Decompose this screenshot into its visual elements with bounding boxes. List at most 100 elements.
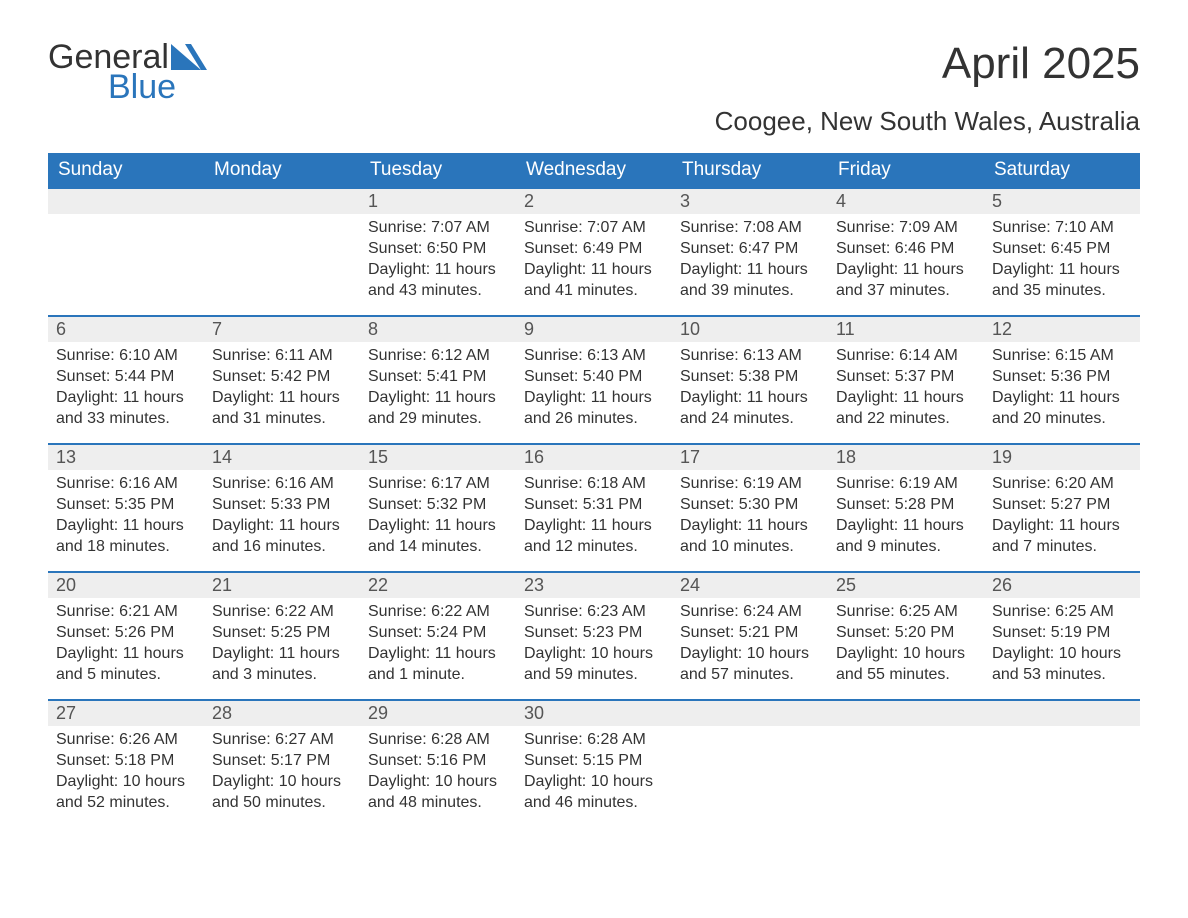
day-number: 2 bbox=[516, 189, 672, 214]
day-number: 30 bbox=[516, 701, 672, 726]
calendar-cell: 10Sunrise: 6:13 AMSunset: 5:38 PMDayligh… bbox=[672, 316, 828, 444]
day-number: 19 bbox=[984, 445, 1140, 470]
day-daylight: Daylight: 11 hours and 43 minutes. bbox=[368, 260, 508, 302]
day-number: 20 bbox=[48, 573, 204, 598]
calendar-cell bbox=[984, 700, 1140, 828]
day-body: Sunrise: 6:14 AMSunset: 5:37 PMDaylight:… bbox=[828, 342, 984, 437]
day-body: Sunrise: 7:10 AMSunset: 6:45 PMDaylight:… bbox=[984, 214, 1140, 309]
day-daylight: Daylight: 10 hours and 50 minutes. bbox=[212, 772, 352, 814]
calendar-cell: 27Sunrise: 6:26 AMSunset: 5:18 PMDayligh… bbox=[48, 700, 204, 828]
day-sunrise: Sunrise: 6:18 AM bbox=[524, 474, 664, 495]
day-number: 12 bbox=[984, 317, 1140, 342]
header: General Blue April 2025 Coogee, New Sout… bbox=[48, 40, 1140, 147]
day-sunrise: Sunrise: 6:19 AM bbox=[836, 474, 976, 495]
day-sunrise: Sunrise: 6:27 AM bbox=[212, 730, 352, 751]
calendar-cell: 7Sunrise: 6:11 AMSunset: 5:42 PMDaylight… bbox=[204, 316, 360, 444]
day-sunrise: Sunrise: 6:13 AM bbox=[680, 346, 820, 367]
calendar-cell: 21Sunrise: 6:22 AMSunset: 5:25 PMDayligh… bbox=[204, 572, 360, 700]
day-daylight: Daylight: 11 hours and 24 minutes. bbox=[680, 388, 820, 430]
day-number: 8 bbox=[360, 317, 516, 342]
day-number: 1 bbox=[360, 189, 516, 214]
day-number-empty bbox=[204, 189, 360, 214]
day-number: 14 bbox=[204, 445, 360, 470]
day-sunrise: Sunrise: 7:10 AM bbox=[992, 218, 1132, 239]
day-number: 17 bbox=[672, 445, 828, 470]
day-daylight: Daylight: 10 hours and 53 minutes. bbox=[992, 644, 1132, 686]
day-daylight: Daylight: 11 hours and 9 minutes. bbox=[836, 516, 976, 558]
calendar-week-row: 6Sunrise: 6:10 AMSunset: 5:44 PMDaylight… bbox=[48, 316, 1140, 444]
day-sunset: Sunset: 6:45 PM bbox=[992, 239, 1132, 260]
day-body: Sunrise: 7:07 AMSunset: 6:50 PMDaylight:… bbox=[360, 214, 516, 309]
day-daylight: Daylight: 10 hours and 55 minutes. bbox=[836, 644, 976, 686]
calendar-cell: 19Sunrise: 6:20 AMSunset: 5:27 PMDayligh… bbox=[984, 444, 1140, 572]
day-daylight: Daylight: 11 hours and 10 minutes. bbox=[680, 516, 820, 558]
day-sunset: Sunset: 5:19 PM bbox=[992, 623, 1132, 644]
calendar-header: SundayMondayTuesdayWednesdayThursdayFrid… bbox=[48, 153, 1140, 188]
day-sunrise: Sunrise: 6:14 AM bbox=[836, 346, 976, 367]
calendar-cell: 23Sunrise: 6:23 AMSunset: 5:23 PMDayligh… bbox=[516, 572, 672, 700]
day-number: 13 bbox=[48, 445, 204, 470]
day-number-empty bbox=[672, 701, 828, 726]
day-body: Sunrise: 7:09 AMSunset: 6:46 PMDaylight:… bbox=[828, 214, 984, 309]
day-sunset: Sunset: 5:15 PM bbox=[524, 751, 664, 772]
day-sunrise: Sunrise: 7:08 AM bbox=[680, 218, 820, 239]
day-body: Sunrise: 7:07 AMSunset: 6:49 PMDaylight:… bbox=[516, 214, 672, 309]
day-sunrise: Sunrise: 6:23 AM bbox=[524, 602, 664, 623]
day-sunrise: Sunrise: 6:26 AM bbox=[56, 730, 196, 751]
day-daylight: Daylight: 11 hours and 1 minute. bbox=[368, 644, 508, 686]
day-sunset: Sunset: 5:41 PM bbox=[368, 367, 508, 388]
day-daylight: Daylight: 10 hours and 46 minutes. bbox=[524, 772, 664, 814]
day-sunrise: Sunrise: 6:19 AM bbox=[680, 474, 820, 495]
day-sunset: Sunset: 5:30 PM bbox=[680, 495, 820, 516]
day-body: Sunrise: 6:21 AMSunset: 5:26 PMDaylight:… bbox=[48, 598, 204, 693]
day-body: Sunrise: 6:19 AMSunset: 5:30 PMDaylight:… bbox=[672, 470, 828, 565]
day-body: Sunrise: 6:24 AMSunset: 5:21 PMDaylight:… bbox=[672, 598, 828, 693]
day-number-empty bbox=[48, 189, 204, 214]
day-daylight: Daylight: 11 hours and 14 minutes. bbox=[368, 516, 508, 558]
day-daylight: Daylight: 11 hours and 37 minutes. bbox=[836, 260, 976, 302]
day-sunset: Sunset: 5:38 PM bbox=[680, 367, 820, 388]
location-title: Coogee, New South Wales, Australia bbox=[715, 106, 1140, 137]
brand-logo: General Blue bbox=[48, 40, 207, 104]
day-daylight: Daylight: 10 hours and 57 minutes. bbox=[680, 644, 820, 686]
day-daylight: Daylight: 11 hours and 5 minutes. bbox=[56, 644, 196, 686]
day-body: Sunrise: 6:25 AMSunset: 5:20 PMDaylight:… bbox=[828, 598, 984, 693]
day-daylight: Daylight: 11 hours and 39 minutes. bbox=[680, 260, 820, 302]
day-sunset: Sunset: 6:50 PM bbox=[368, 239, 508, 260]
day-daylight: Daylight: 10 hours and 59 minutes. bbox=[524, 644, 664, 686]
calendar-cell: 5Sunrise: 7:10 AMSunset: 6:45 PMDaylight… bbox=[984, 188, 1140, 316]
day-sunrise: Sunrise: 6:21 AM bbox=[56, 602, 196, 623]
calendar-cell: 12Sunrise: 6:15 AMSunset: 5:36 PMDayligh… bbox=[984, 316, 1140, 444]
day-daylight: Daylight: 11 hours and 29 minutes. bbox=[368, 388, 508, 430]
day-body: Sunrise: 6:13 AMSunset: 5:38 PMDaylight:… bbox=[672, 342, 828, 437]
day-sunrise: Sunrise: 6:16 AM bbox=[212, 474, 352, 495]
calendar-cell: 16Sunrise: 6:18 AMSunset: 5:31 PMDayligh… bbox=[516, 444, 672, 572]
calendar-cell: 30 Sunrise: 6:28 AMSunset: 5:15 PMDayligh… bbox=[516, 700, 672, 828]
day-daylight: Daylight: 11 hours and 31 minutes. bbox=[212, 388, 352, 430]
month-title: April 2025 bbox=[715, 40, 1140, 88]
day-number: 6 bbox=[48, 317, 204, 342]
calendar-cell: 17Sunrise: 6:19 AMSunset: 5:30 PMDayligh… bbox=[672, 444, 828, 572]
day-sunset: Sunset: 5:35 PM bbox=[56, 495, 196, 516]
day-sunset: Sunset: 5:26 PM bbox=[56, 623, 196, 644]
calendar-cell bbox=[828, 700, 984, 828]
day-body: Sunrise: 6:16 AMSunset: 5:35 PMDaylight:… bbox=[48, 470, 204, 565]
day-sunset: Sunset: 5:32 PM bbox=[368, 495, 508, 516]
weekday-header: Wednesday bbox=[516, 153, 672, 188]
calendar-week-row: 1Sunrise: 7:07 AMSunset: 6:50 PMDaylight… bbox=[48, 188, 1140, 316]
calendar-cell: 29Sunrise: 6:28 AMSunset: 5:16 PMDayligh… bbox=[360, 700, 516, 828]
calendar-cell: 2Sunrise: 7:07 AMSunset: 6:49 PMDaylight… bbox=[516, 188, 672, 316]
day-body: Sunrise: 6:11 AMSunset: 5:42 PMDaylight:… bbox=[204, 342, 360, 437]
day-body: Sunrise: 6:10 AMSunset: 5:44 PMDaylight:… bbox=[48, 342, 204, 437]
day-sunrise: Sunrise: 6:28 AM bbox=[524, 730, 664, 751]
calendar-cell: 11Sunrise: 6:14 AMSunset: 5:37 PMDayligh… bbox=[828, 316, 984, 444]
calendar-cell: 13Sunrise: 6:16 AMSunset: 5:35 PMDayligh… bbox=[48, 444, 204, 572]
calendar-cell: 8Sunrise: 6:12 AMSunset: 5:41 PMDaylight… bbox=[360, 316, 516, 444]
day-body: Sunrise: 6:17 AMSunset: 5:32 PMDaylight:… bbox=[360, 470, 516, 565]
weekday-header: Monday bbox=[204, 153, 360, 188]
day-sunset: Sunset: 5:23 PM bbox=[524, 623, 664, 644]
day-number: 22 bbox=[360, 573, 516, 598]
day-sunset: Sunset: 5:16 PM bbox=[368, 751, 508, 772]
day-daylight: Daylight: 11 hours and 18 minutes. bbox=[56, 516, 196, 558]
day-number-empty bbox=[984, 701, 1140, 726]
